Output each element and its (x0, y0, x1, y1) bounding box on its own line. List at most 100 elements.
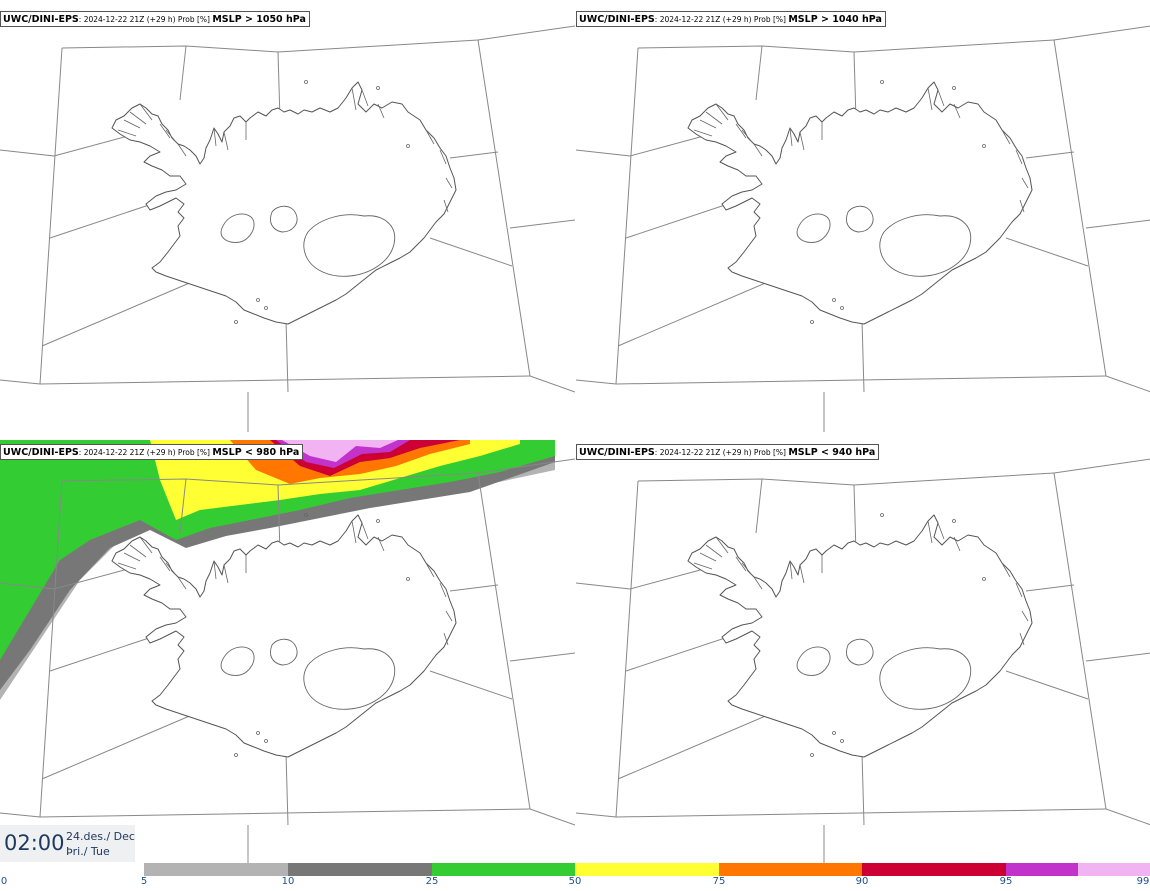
map-panel-mslp-lt-940: UWC/DINI-EPS: 2024-12-22 21Z (+29 h) Pro… (576, 433, 1150, 865)
islet (880, 513, 884, 517)
colorbar-segment (862, 863, 1006, 876)
colorbar-tick-label: 50 (568, 876, 582, 887)
graticule-line (449, 151, 499, 159)
graticule-line (477, 25, 575, 41)
fjord-line (159, 123, 187, 157)
glacier-outline (846, 638, 874, 666)
islet (840, 739, 844, 743)
graticule-line (576, 812, 617, 818)
graticule-line (1005, 670, 1089, 700)
graticule-line (477, 472, 531, 810)
graticule-line (477, 458, 575, 474)
fjord-line (735, 123, 763, 157)
valid-date-line2: Þri./ Tue (66, 845, 110, 858)
graticule-line (179, 478, 187, 534)
graticule-line (861, 752, 865, 826)
fjord-line (789, 122, 823, 151)
graticule-line (576, 582, 631, 590)
fjord-line (213, 122, 247, 151)
fjord-line (425, 129, 453, 213)
islet (406, 144, 410, 148)
islet (832, 298, 836, 302)
fjord-line (735, 556, 763, 590)
colorbar-segment (575, 863, 719, 876)
graticule-line (429, 237, 513, 267)
colorbar-tick-label: 25 (425, 876, 439, 887)
islet (256, 731, 260, 735)
probability-colorbar: 0 5 10 25 50 75 90 95 99 (0, 863, 1150, 891)
graticule-line (615, 808, 1107, 818)
graticule-line (61, 39, 479, 53)
fjord-line (1001, 562, 1029, 646)
glacier-outline (879, 647, 972, 710)
islet (810, 753, 814, 757)
panel-title: UWC/DINI-EPS: 2024-12-22 21Z (+29 h) Pro… (576, 444, 880, 460)
graticule-line (576, 149, 631, 157)
glacier-outline (303, 214, 396, 277)
graticule-line (615, 480, 639, 818)
graticule-line (1025, 584, 1075, 592)
graticule-line (1005, 237, 1089, 267)
colorbar-tick-label: 10 (281, 876, 295, 887)
islet (256, 298, 260, 302)
graticule-line (1085, 219, 1150, 229)
graticule-line (429, 670, 513, 700)
fjord-line (789, 555, 823, 584)
graticule-line (1053, 458, 1150, 474)
graticule-line (576, 379, 617, 385)
graticule-line (1085, 652, 1150, 662)
colorbar-segment (1078, 863, 1150, 876)
fjord-line (927, 520, 961, 552)
graticule-line (529, 808, 575, 826)
islet (952, 86, 956, 90)
colorbar-segment (719, 863, 862, 876)
map-iceland (576, 25, 1150, 432)
graticule-line (39, 375, 531, 385)
colorbar-tick-label: 99 (1136, 876, 1150, 887)
islet (406, 577, 410, 581)
glacier-outline (220, 213, 255, 243)
glacier-outline (303, 647, 396, 710)
graticule-line (61, 472, 479, 486)
fjord-line (117, 103, 153, 137)
colorbar-segment (144, 863, 288, 876)
graticule-line (0, 812, 41, 818)
graticule-line (861, 319, 865, 393)
colorbar-tick-label: 90 (855, 876, 869, 887)
panel-title: UWC/DINI-EPS: 2024-12-22 21Z (+29 h) Pro… (0, 11, 310, 27)
glacier-outline (270, 205, 298, 233)
islet (264, 306, 268, 310)
graticule-line (1053, 39, 1107, 377)
fjord-line (117, 536, 153, 570)
glacier-outline (796, 213, 831, 243)
panel-title: UWC/DINI-EPS: 2024-12-22 21Z (+29 h) Pro… (0, 444, 304, 460)
graticule-line (509, 652, 575, 662)
graticule-line (0, 149, 55, 157)
graticule-line (1053, 472, 1107, 810)
islet (982, 577, 986, 581)
graticule-line (1053, 25, 1150, 41)
islet (234, 320, 238, 324)
graticule-line (285, 319, 289, 393)
coastline (687, 81, 1033, 325)
islet (264, 739, 268, 743)
graticule-line (285, 752, 289, 826)
fjord-line (159, 556, 187, 590)
map-iceland (0, 25, 575, 432)
map-iceland-with-probability-shading (0, 440, 575, 865)
fjord-line (351, 87, 385, 119)
fjord-line (927, 87, 961, 119)
map-panel-mslp-gt-1050: UWC/DINI-EPS: 2024-12-22 21Z (+29 h) Pro… (0, 0, 575, 432)
map-panel-mslp-lt-980: UWC/DINI-EPS: 2024-12-22 21Z (+29 h) Pro… (0, 433, 575, 865)
graticule-line (39, 808, 531, 818)
colorbar-segment (1006, 863, 1078, 876)
probability-shading-band (282, 440, 398, 462)
graticule-line (0, 582, 55, 590)
graticule-line (615, 375, 1107, 385)
probability-shading-band (0, 440, 555, 660)
colorbar-tick-label: 5 (140, 876, 148, 887)
fjord-line (213, 555, 247, 584)
fjord-line (693, 536, 729, 570)
islet (840, 306, 844, 310)
fjord-line (425, 562, 453, 646)
